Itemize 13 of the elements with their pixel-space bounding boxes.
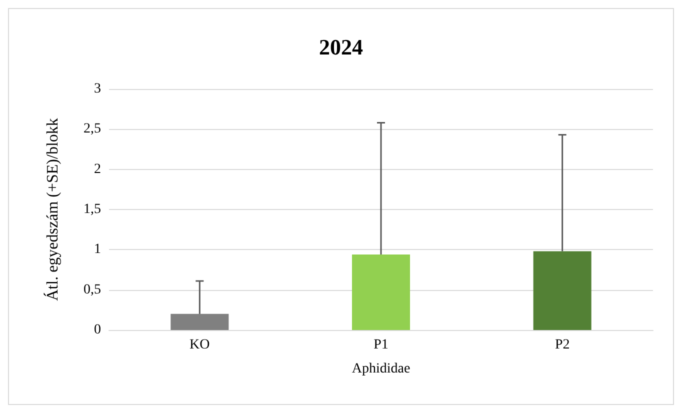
chart-title: 2024 (319, 34, 363, 60)
x-axis-title: Aphididae (352, 362, 410, 376)
y-tick-label: 1 (94, 242, 101, 258)
y-axis-title: Átl. egyedszám (+SE)/blokk (44, 118, 62, 301)
y-tick-label: 0 (94, 322, 101, 338)
y-tick-label: 3 (94, 82, 101, 96)
y-tick-label: 2 (94, 162, 101, 177)
x-tick-label: P2 (554, 338, 570, 352)
y-tick-label: 0,5 (84, 282, 101, 298)
y-tick-label: 1,5 (84, 202, 101, 217)
x-tick-label: KO (190, 338, 210, 352)
y-tick-label: 2,5 (84, 122, 101, 137)
x-tick-label: P1 (374, 338, 388, 352)
